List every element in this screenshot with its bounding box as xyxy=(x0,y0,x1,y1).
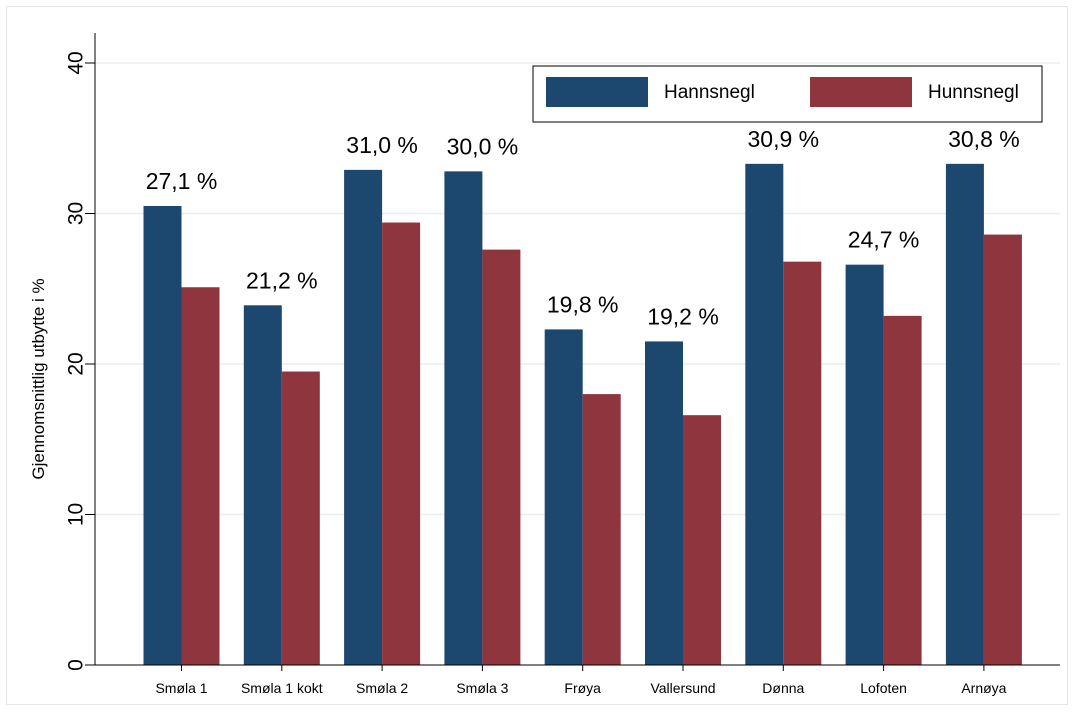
y-axis-title: Gjennomsnittlig utbytte i % xyxy=(29,278,48,479)
x-tick-label: Smøla 1 kokt xyxy=(241,680,323,696)
bar-hannsnegl xyxy=(444,171,482,665)
bar-hannsnegl xyxy=(244,305,282,665)
bar-hannsnegl xyxy=(745,164,783,665)
bar-hunnsnegl xyxy=(182,287,220,665)
x-tick-label: Smøla 1 xyxy=(155,680,207,696)
data-label: 30,8 % xyxy=(948,126,1020,152)
x-tick-label: Arnøya xyxy=(961,680,1006,696)
x-tick-label: Vallersund xyxy=(650,680,715,696)
data-label: 27,1 % xyxy=(146,168,218,194)
x-tick-label: Smøla 2 xyxy=(356,680,408,696)
bar-hunnsnegl xyxy=(783,262,821,665)
data-label: 30,0 % xyxy=(447,133,519,159)
bar-hunnsnegl xyxy=(382,223,420,665)
legend-label: Hannsnegl xyxy=(664,82,755,103)
bar-hunnsnegl xyxy=(683,415,721,665)
y-tick-label: 40 xyxy=(64,51,87,74)
data-label: 30,9 % xyxy=(747,126,819,152)
x-tick-label: Lofoten xyxy=(860,680,907,696)
bar-hannsnegl xyxy=(946,164,984,665)
data-label: 21,2 % xyxy=(246,267,318,293)
y-tick-label: 0 xyxy=(64,659,87,671)
x-tick-label: Smøla 3 xyxy=(456,680,508,696)
x-tick-labels: Smøla 1 Smøla 1 kokt Smøla 2 Smøla 3 Frøya Va… xyxy=(155,665,1006,696)
x-tick-label: Frøya xyxy=(564,680,601,696)
y-tick-label: 30 xyxy=(64,202,87,225)
y-tick-label: 20 xyxy=(64,352,87,375)
data-label: 19,8 % xyxy=(547,291,619,317)
x-tick-label: Dønna xyxy=(762,680,804,696)
bar-hunnsnegl xyxy=(282,372,320,665)
data-label: 24,7 % xyxy=(848,227,920,253)
bar-hannsnegl xyxy=(344,170,382,665)
y-ticks: 0 10 20 30 40 xyxy=(64,51,95,671)
legend: Hannsnegl Hunnsnegl xyxy=(533,66,1042,122)
bar-hannsnegl xyxy=(645,341,683,665)
legend-label: Hunnsnegl xyxy=(928,82,1019,103)
bar-hunnsnegl xyxy=(482,250,520,665)
legend-swatch xyxy=(810,77,912,107)
bar-hannsnegl xyxy=(846,265,884,665)
data-label: 31,0 % xyxy=(346,132,418,158)
data-label: 19,2 % xyxy=(647,303,719,329)
bar-hannsnegl xyxy=(545,329,583,665)
bar-hunnsnegl xyxy=(984,235,1022,665)
bar-hunnsnegl xyxy=(884,316,922,665)
legend-swatch xyxy=(546,77,648,107)
annotations: 27,1 % 21,2 % 31,0 % 30,0 % 19,8 % 19,2 % 30,9… xyxy=(146,126,1020,330)
y-tick-label: 10 xyxy=(64,503,87,526)
bar-hannsnegl xyxy=(144,206,182,665)
bar-hunnsnegl xyxy=(583,394,621,665)
